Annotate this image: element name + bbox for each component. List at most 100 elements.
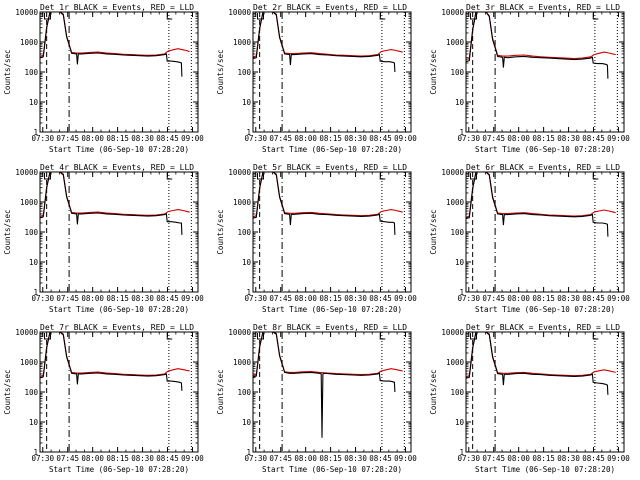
chart-title: Det 8r BLACK = Events, RED = LLD [253, 323, 407, 332]
chart-panel-8: Det 8r BLACK = Events, RED = LLD Counts/s… [216, 323, 417, 474]
x-tick-label: 08:30 [557, 294, 580, 303]
x-axis-label: Start Time (06-Sep-10 07:28:20) [475, 145, 615, 154]
lld-series-line [40, 332, 190, 377]
y-tick-label: 100 [450, 68, 464, 77]
y-tick-label: 10 [455, 258, 465, 267]
x-tick-label: 07:30 [31, 454, 54, 463]
events-series-line [466, 12, 609, 79]
y-axis-label: Counts/sec [429, 369, 438, 414]
x-axis-label: Start Time (06-Sep-10 07:28:20) [49, 305, 189, 314]
x-tick-label: 08:00 [507, 294, 530, 303]
x-tick-label: 08:45 [582, 294, 605, 303]
flag-mark [256, 13, 264, 20]
x-tick-label: 07:30 [457, 134, 480, 143]
y-tick-label: 1000 [20, 198, 39, 207]
x-tick-label: 08:00 [294, 294, 317, 303]
flag-mark [469, 13, 477, 20]
plot-area [40, 332, 192, 452]
y-tick-label: 1 [33, 448, 38, 457]
x-tick-label: 08:30 [131, 454, 154, 463]
y-tick-label: 10 [455, 418, 465, 427]
x-tick-label: 09:00 [181, 134, 204, 143]
events-series-line [253, 332, 396, 438]
y-tick-label: 1000 [446, 358, 465, 367]
x-tick-label: 08:15 [319, 134, 342, 143]
x-tick-label: 08:45 [582, 454, 605, 463]
y-tick-label: 100 [450, 228, 464, 237]
y-tick-label: 1000 [446, 198, 465, 207]
x-tick-label: 07:30 [31, 134, 54, 143]
x-tick-label: 09:00 [607, 454, 630, 463]
plot-frame [39, 331, 199, 453]
x-tick-label: 08:00 [507, 454, 530, 463]
chart-title: Det 2r BLACK = Events, RED = LLD [253, 3, 407, 12]
y-tick-label: 10000 [441, 168, 464, 177]
events-series-line [253, 12, 396, 73]
x-tick-label: 08:30 [131, 134, 154, 143]
lld-series-line [253, 332, 403, 377]
chart-panel-4: Det 4r BLACK = Events, RED = LLD Counts/s… [3, 163, 204, 314]
y-tick-label: 1000 [20, 38, 39, 47]
flag-mark [469, 333, 477, 340]
plot-area [466, 172, 618, 292]
y-tick-label: 10000 [228, 168, 251, 177]
flag-mark [592, 333, 599, 340]
x-tick-label: 08:00 [81, 294, 104, 303]
y-tick-label: 100 [24, 68, 38, 77]
y-tick-label: 1000 [446, 38, 465, 47]
x-tick-label: 07:45 [56, 134, 79, 143]
x-tick-label: 07:30 [457, 454, 480, 463]
y-tick-label: 100 [24, 228, 38, 237]
y-tick-label: 1000 [233, 198, 252, 207]
x-tick-label: 08:30 [557, 134, 580, 143]
y-tick-label: 100 [237, 388, 251, 397]
x-tick-label: 07:45 [56, 454, 79, 463]
flag-mark [166, 13, 173, 20]
x-tick-label: 09:00 [607, 294, 630, 303]
chart-panel-9: Det 9r BLACK = Events, RED = LLD Counts/s… [429, 323, 630, 474]
y-axis-label: Counts/sec [216, 49, 225, 94]
plot-area [253, 172, 405, 292]
events-series-line [40, 332, 183, 391]
x-tick-label: 08:30 [344, 294, 367, 303]
plot-frame [252, 171, 412, 293]
x-tick-label: 07:30 [457, 294, 480, 303]
chart-title: Det 5r BLACK = Events, RED = LLD [253, 163, 407, 172]
flag-mark [379, 173, 386, 180]
x-axis-label: Start Time (06-Sep-10 07:28:20) [262, 305, 402, 314]
x-tick-label: 07:30 [244, 294, 267, 303]
x-axis-label: Start Time (06-Sep-10 07:28:20) [475, 465, 615, 474]
plot-area [40, 12, 192, 132]
chart-title: Det 9r BLACK = Events, RED = LLD [466, 323, 620, 332]
chart-title: Det 6r BLACK = Events, RED = LLD [466, 163, 620, 172]
x-tick-label: 08:00 [507, 134, 530, 143]
chart-panel-3: Det 3r BLACK = Events, RED = LLD Counts/s… [429, 3, 630, 154]
x-tick-label: 07:45 [269, 454, 292, 463]
y-tick-label: 1 [246, 448, 251, 457]
y-axis-label: Counts/sec [3, 369, 12, 414]
x-tick-label: 09:00 [394, 294, 417, 303]
chart-title: Det 1r BLACK = Events, RED = LLD [40, 3, 194, 12]
lld-series-line [466, 12, 616, 61]
flag-mark [256, 333, 264, 340]
x-tick-label: 08:15 [106, 454, 129, 463]
plot-frame [465, 331, 625, 453]
plot-area [253, 332, 405, 452]
plot-frame [252, 11, 412, 133]
x-tick-label: 08:00 [294, 454, 317, 463]
events-series-line [40, 172, 183, 235]
x-tick-label: 08:15 [532, 294, 555, 303]
y-tick-label: 10 [242, 418, 252, 427]
plot-frame [465, 171, 625, 293]
y-axis-label: Counts/sec [429, 49, 438, 94]
y-tick-label: 100 [237, 228, 251, 237]
x-tick-label: 08:45 [369, 454, 392, 463]
y-axis-label: Counts/sec [216, 369, 225, 414]
x-tick-label: 07:30 [31, 294, 54, 303]
y-tick-label: 1 [459, 288, 464, 297]
x-tick-label: 07:30 [244, 454, 267, 463]
flag-mark [379, 13, 386, 20]
plot-frame [252, 331, 412, 453]
y-tick-label: 1 [33, 288, 38, 297]
lld-series-line [253, 172, 403, 218]
